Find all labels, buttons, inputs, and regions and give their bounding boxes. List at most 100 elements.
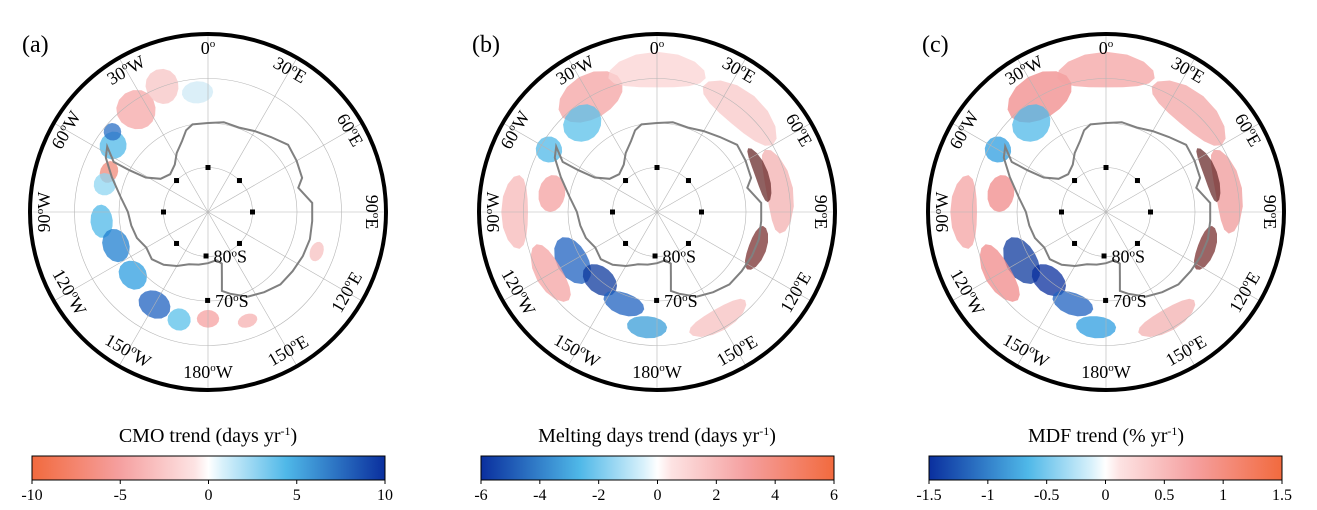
lat-marker — [654, 297, 660, 303]
colorbar-title: MDF trend (% yr-1) — [1028, 424, 1184, 447]
colorbar-tick-label: 10 — [377, 487, 393, 504]
trend-patch — [987, 175, 1015, 212]
lat-marker — [652, 253, 658, 259]
grid-marker — [685, 178, 691, 184]
trend-patch — [563, 104, 602, 142]
map-frame — [926, 32, 1286, 392]
longitude-label: 60oW — [945, 107, 983, 152]
colorbar-ticks: -6 -4 -2 0 2 4 6 — [474, 480, 838, 504]
trend-patch — [1138, 298, 1196, 337]
panel-label: (b) — [472, 32, 500, 58]
trend-patch — [627, 316, 668, 339]
longitude-label: 90oW — [483, 192, 504, 233]
trend-patch — [1052, 290, 1094, 317]
trend-patch — [1196, 148, 1221, 203]
antarctic-coastline — [104, 121, 314, 298]
grid-marker — [161, 209, 166, 215]
colorbar-tick-label: 6 — [830, 487, 838, 504]
longitude-label: 30oE — [270, 52, 310, 87]
longitude-label: 180oW — [1081, 362, 1131, 383]
colorbar-tick-label: -2 — [592, 487, 605, 504]
colorbar-tick-label: 1.5 — [1272, 487, 1292, 504]
colorbar-tick-label: 0 — [654, 487, 662, 504]
colorbar-tick-label: -4 — [533, 487, 546, 504]
panel-label: (c) — [922, 32, 949, 58]
trend-patch — [167, 308, 191, 331]
lat-marker — [1101, 253, 1107, 259]
grid-marker — [205, 165, 211, 170]
longitude-label: 30oW — [103, 51, 148, 89]
grid-marker — [1072, 240, 1078, 246]
colorbar-title: Melting days trend (days yr-1) — [538, 424, 776, 447]
trend-patch — [603, 290, 645, 317]
colorbar-tick-label: -5 — [114, 487, 127, 504]
longitude-label: 150oW — [1000, 329, 1053, 372]
trend-patch — [93, 173, 116, 196]
trend-patch — [90, 204, 113, 238]
lat-marker — [203, 253, 209, 259]
colorbar-tick-label: -1.5 — [916, 487, 941, 504]
trend-patch — [1151, 80, 1226, 146]
colorbar-ticks: -10 -5 0 5 10 — [21, 480, 393, 504]
map-panel-b: (b) 0o30oE60oE90oE120oE150oE180oW150oW12… — [472, 32, 838, 504]
trend-patch — [1211, 149, 1243, 234]
longitude-label: 120oW — [497, 265, 540, 318]
grid-marker — [236, 240, 242, 246]
trend-patch — [182, 81, 214, 104]
grid-marker — [1072, 178, 1078, 184]
grid-marker — [1134, 240, 1140, 246]
grid-marker — [1059, 209, 1064, 215]
grid-marker — [174, 240, 180, 246]
map-frame — [477, 32, 837, 392]
map-frame — [28, 32, 388, 392]
colorbar — [480, 455, 835, 481]
map-panel-c: (c) 0o30oE60oE90oE120oE150oE180oW150oW12… — [916, 32, 1292, 504]
colorbar-tick-label: 4 — [771, 487, 779, 504]
latitude-label: 70oS — [664, 291, 698, 311]
trend-patch — [689, 298, 747, 337]
trend-patch — [116, 90, 156, 130]
longitude-label: 150oW — [102, 329, 155, 372]
longitude-label: 150oW — [551, 329, 604, 372]
grid-marker — [623, 240, 629, 246]
grid-marker — [236, 178, 242, 184]
longitude-label: 60oE — [333, 110, 368, 150]
colorbar-ticks: -1.5 -1 -0.5 0 0.5 1 1.5 — [916, 480, 1292, 504]
longitude-label: 120oE — [327, 268, 367, 316]
grid-marker — [1103, 165, 1109, 170]
lat-marker — [1103, 297, 1109, 303]
trend-patch — [118, 260, 147, 290]
trend-patch — [538, 175, 566, 212]
longitude-label: 90oW — [932, 192, 953, 233]
longitude-label: 90oE — [1260, 195, 1281, 230]
grid-marker — [623, 178, 629, 184]
longitude-label: 150oE — [264, 331, 312, 371]
longitude-label: 120oW — [48, 265, 91, 318]
grid-marker — [174, 178, 180, 184]
longitude-label: 60oE — [1231, 110, 1266, 150]
grid-marker — [1134, 178, 1140, 184]
colorbar-tick-label: 0 — [1102, 487, 1110, 504]
trend-patch — [1194, 225, 1217, 270]
latitude-label: 80oS — [214, 246, 248, 266]
longitude-label: 90oE — [362, 195, 383, 230]
longitude-label: 180oW — [632, 362, 682, 383]
longitude-label: 120oE — [1225, 268, 1265, 316]
colorbar-tick-label: 2 — [712, 487, 720, 504]
grid-marker — [610, 209, 615, 215]
colorbar-title: CMO trend (days yr-1) — [119, 424, 297, 447]
lat-marker — [205, 297, 211, 303]
trend-patch — [702, 80, 777, 146]
colorbar — [31, 455, 386, 481]
grid-marker — [250, 209, 255, 215]
map-panel-a: (a) 0o 30oE 60oE 90oE 120oE 150oE 180oW 150oW 12… — [21, 32, 393, 504]
polar-map: 0o30oE60oE90oE120oE150oE180oW150oW120oW9… — [477, 32, 837, 392]
grid-marker — [699, 209, 704, 215]
trend-patch — [1012, 104, 1051, 142]
longitude-label: 0o — [1099, 38, 1114, 59]
trend-patch — [745, 225, 768, 270]
colorbar-tick-label: 5 — [293, 487, 301, 504]
antarctic-coastline — [1002, 121, 1212, 298]
trend-patch — [747, 148, 772, 203]
